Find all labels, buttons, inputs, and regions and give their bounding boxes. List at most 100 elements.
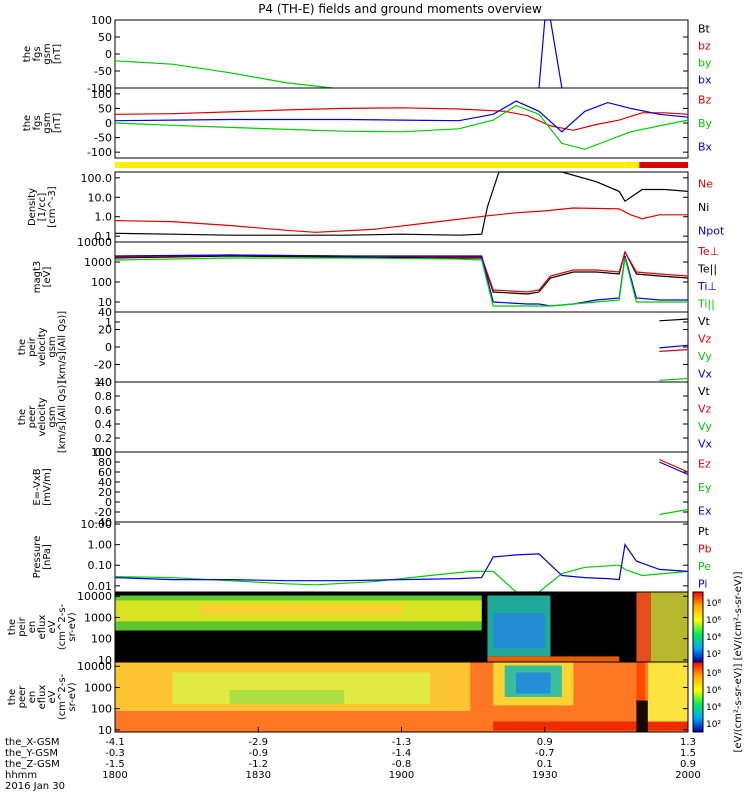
y-axis-label: [1/cc]: [37, 193, 48, 222]
legend-entry: Vt: [698, 315, 711, 328]
legend-entry: By: [698, 117, 713, 130]
y-axis-label: the: [7, 619, 18, 635]
legend-entry: Vx: [698, 437, 713, 450]
y-tick-label: 1000: [84, 681, 112, 694]
legend-entry: Vy: [698, 350, 712, 363]
y-tick-label: 100.0: [81, 172, 113, 185]
bottom-axis-value: -0.9: [248, 748, 268, 759]
y-tick-label: -50: [94, 132, 112, 145]
bottom-axis-value: -1.2: [248, 759, 268, 770]
series-Ni: [114, 171, 689, 236]
bottom-axis-value: 0.9: [680, 759, 696, 770]
y-axis-label: the: [7, 689, 18, 705]
y-tick-label: -100: [87, 146, 112, 159]
series-Ez: [659, 458, 689, 473]
legend-entry: Vz: [698, 332, 712, 345]
y-tick-label: 0: [105, 48, 112, 61]
y-tick-label: 10.00: [81, 518, 113, 531]
y-tick-label: -20: [94, 506, 112, 519]
y-axis-label: [eV]: [42, 267, 53, 288]
y-tick-label: 0.8: [95, 390, 113, 403]
legend-entry: by: [698, 57, 712, 70]
y-axis-label: velocity: [37, 327, 48, 366]
legend-entry: Ex: [698, 504, 712, 517]
y-axis-label: the: [22, 46, 33, 62]
legend-entry: Te||: [697, 262, 717, 275]
y-tick-label: 1.00: [88, 539, 113, 552]
y-axis-label: E=-VxB: [32, 468, 43, 505]
y-axis-label: [km/s](All Qs)]: [57, 381, 68, 453]
y-tick-label: -50: [94, 65, 112, 78]
spectrogram-band: [636, 592, 651, 662]
legend-entry: Npot: [698, 224, 725, 237]
y-tick-label: 20: [98, 486, 112, 499]
panel-density: 100.0 10.0 1.0 0.1 Density [1/cc] [cm^-3] Ne Ni N…: [27, 171, 725, 243]
y-tick-label: 10000: [77, 660, 112, 673]
peer_spectrogram-image: [115, 662, 688, 732]
colorbar-tick: 10⁴: [706, 633, 721, 643]
y-tick-label: 1000: [84, 256, 112, 269]
y-tick-label: -20: [94, 359, 112, 372]
legend-entry: Ez: [698, 458, 711, 471]
legend-entry: Pe: [698, 560, 711, 573]
y-axis-label: the: [17, 339, 28, 355]
panel-fgs: 100 50 0 -50 -100 the fgs gsm [nT] Bt bz by bx: [22, 14, 712, 95]
spectrogram-band: [229, 690, 345, 704]
colorbar-tick: 10⁸: [706, 599, 721, 609]
colorbar-top: [692, 591, 704, 663]
y-tick-label: 80: [98, 456, 112, 469]
y-tick-label: 10: [98, 654, 112, 667]
y-tick-label: 1.0: [95, 376, 113, 389]
y-tick-label: 50: [98, 31, 112, 44]
series-Ey: [659, 508, 689, 516]
legend-entry: Pb: [698, 542, 712, 555]
y-axis-label: eV: [47, 690, 58, 703]
y-tick-label: 20: [98, 324, 112, 337]
density-frame: [114, 171, 689, 243]
y-tick-label: 10000: [77, 590, 112, 603]
y-axis-label: gsm: [47, 336, 58, 357]
legend-entry: Bz: [698, 94, 712, 107]
series-Vy: [659, 377, 689, 381]
legend-entry: Te⊥: [697, 245, 719, 258]
legend-entry: Ey: [698, 481, 712, 494]
bottom-axis-label: hhmm: [5, 770, 37, 781]
spectrogram-band: [647, 662, 688, 722]
series-Vz: [659, 349, 689, 352]
y-tick-label: 0.4: [95, 418, 113, 431]
legend-entry: Ne: [698, 178, 713, 191]
spectrogram-band: [516, 672, 551, 694]
y-axis-label: [nPa]: [42, 544, 53, 570]
y-axis-label: [nT]: [52, 113, 63, 133]
y-tick-label: 10: [98, 296, 112, 309]
colorbar-label: [eV/(cm²-s-sr-eV)] [eV/(cm²-s-sr-eV)]: [733, 571, 744, 752]
y-axis-label: Density: [27, 188, 38, 226]
peir_spectrogram-image: [115, 592, 688, 662]
y-axis-label: [mV/m]: [42, 468, 53, 506]
y-axis-label: the: [22, 115, 33, 131]
legend-entry: Vy: [698, 420, 712, 433]
y-tick-label: 1: [105, 316, 112, 329]
series-by: [115, 20, 631, 88]
legend-entry: Ti⊥: [697, 280, 717, 293]
series-Bz: [114, 107, 689, 131]
panel-peer_spectrogram: 10000 1000 100 10 the peer en eflux eV (cm^2-s-sr…: [7, 660, 689, 737]
series-Ne: [114, 207, 688, 233]
colorbar-tick: 10⁶: [706, 686, 721, 696]
y-tick-label: 50: [98, 102, 112, 115]
spectrogram-band: [493, 613, 545, 648]
status-bar-red: [639, 162, 688, 168]
y-axis-label: eV: [47, 620, 58, 633]
y-tick-label: 100: [91, 703, 112, 716]
bottom-axis-value: 1.5: [680, 748, 696, 759]
bottom-axis-label: the_Y-GSM: [5, 748, 58, 759]
series-Ti||: [114, 257, 688, 307]
y-axis-label: peer: [27, 405, 38, 429]
y-tick-label: -40: [94, 376, 112, 389]
y-tick-label: 0.01: [88, 580, 113, 593]
y-tick-label: 0.6: [95, 404, 113, 417]
legend-entry: bx: [698, 74, 712, 87]
y-axis-label: eflux: [37, 685, 48, 710]
legend-entry: Bx: [698, 140, 713, 153]
